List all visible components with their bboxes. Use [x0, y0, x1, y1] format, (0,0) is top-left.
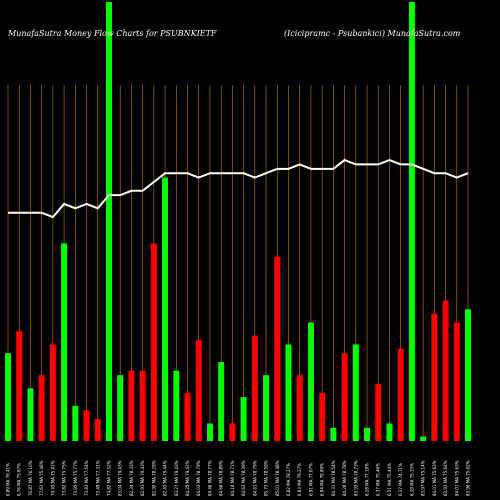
- chart-title-left: MunafaSutra Money Flow Charts for PSUBNK…: [7, 29, 217, 38]
- money-flow-bar: [330, 427, 337, 441]
- money-flow-bar: [206, 423, 213, 441]
- money-flow-bar: [307, 322, 314, 441]
- money-flow-bar: [139, 370, 146, 441]
- x-tick-label: 6.28 MA 77.19%: [365, 463, 370, 496]
- x-tick-label: 83.97 MA 75.14%: [421, 460, 426, 496]
- money-flow-bar: [117, 375, 124, 441]
- money-flow-bar: [263, 375, 270, 441]
- x-tick-label: 6.89 MA 76.41%: [6, 463, 11, 496]
- money-flow-bar: [218, 361, 225, 441]
- money-flow-bar: [453, 322, 460, 441]
- money-flow-bar: [375, 383, 382, 441]
- money-flow-bar: [352, 344, 359, 441]
- money-flow-bar: [162, 177, 169, 441]
- money-flow-bar: [274, 256, 281, 441]
- money-flow-bar: [72, 405, 79, 441]
- chart-title-right: (Icicipramc - Psubankici) MunafaSutra.co…: [284, 29, 461, 38]
- x-tick-label: 84.01 MA 75.63%: [432, 460, 437, 496]
- money-flow-bar: [251, 335, 258, 441]
- x-tick-label: 74.82 MA 77.52%: [106, 460, 111, 496]
- x-tick-label: 73.82 MA 75.75%: [62, 460, 67, 496]
- x-tick-label: 73.83 MA 77.54%: [84, 460, 89, 496]
- money-flow-bar: [83, 410, 90, 441]
- money-flow-bar: [61, 243, 68, 441]
- x-tick-label: 6.37 MA 75.46%: [376, 463, 381, 496]
- x-tick-label: 82.34 MA 78.33%: [129, 460, 134, 496]
- money-flow-bar: [195, 340, 202, 441]
- money-flow-bar: [465, 309, 471, 441]
- money-flow-bar: [296, 375, 303, 441]
- money-flow-bar: [408, 2, 415, 441]
- x-tick-label: 83.93 MA 78.73%: [353, 460, 358, 496]
- x-tick-label: 85.01 MA 78.48%: [275, 460, 280, 496]
- money-flow-bar: [5, 353, 11, 441]
- money-flow-bar: [128, 370, 135, 441]
- x-tick-label: 76.87 MA 76.10%: [28, 460, 33, 496]
- x-tick-label: 84.63 MA 78.39%: [241, 460, 246, 496]
- money-flow-bar: [420, 436, 427, 441]
- x-tick-label: 73.95 MA 75.77%: [73, 460, 78, 496]
- x-tick-label: 6.83 MA 79.27%: [297, 463, 302, 496]
- x-tick-label: 84.66 MA 78.89%: [219, 460, 224, 496]
- money-flow-bar: [386, 423, 393, 441]
- x-tick-label: 77.61 MA 75.46%: [39, 460, 44, 496]
- money-flow-bar: [184, 392, 191, 441]
- money-flow-bar: [150, 243, 157, 441]
- money-flow-bar: [173, 370, 180, 441]
- money-flow-bar: [364, 427, 371, 441]
- x-tick-label: 84.61 MA 78.79%: [252, 460, 257, 496]
- x-tick-label: 85.73 MA 78.59%: [264, 460, 269, 496]
- x-tick-label: 82.90 MA 78.29%: [151, 460, 156, 496]
- money-flow-bar: [285, 344, 292, 441]
- x-tick-label: 6.39 MA 75.15%: [409, 463, 414, 496]
- money-flow-bar: [229, 423, 236, 441]
- money-flow-bar: [431, 313, 438, 441]
- x-tick-label: 6.37 MA 74.71%: [398, 463, 403, 496]
- money-flow-bar: [16, 331, 23, 441]
- x-tick-label: 84.31 MA 78.54%: [331, 460, 336, 496]
- money-flow-bar: [397, 348, 404, 441]
- money-flow-bar: [319, 392, 326, 441]
- x-axis-labels: 6.89 MA 76.41% 6.76 MA 75.87% 76.87 MA 76.…: [6, 460, 471, 496]
- money-flow-line: [8, 158, 469, 219]
- x-tick-label: 84.26 MA 78.78%: [342, 460, 347, 496]
- money-flow-bar: [105, 2, 112, 441]
- x-tick-label: 84.46 MA 78.77%: [207, 460, 212, 496]
- x-tick-label: 83.93 MA 75.64%: [443, 460, 448, 496]
- money-flow-bar: [38, 375, 45, 441]
- x-tick-label: 74.45 MA 75.41%: [50, 460, 55, 496]
- x-tick-label: 73.49 MA 77.31%: [95, 460, 100, 496]
- x-tick-label: 6.91 MA 77.67%: [308, 463, 313, 496]
- x-tick-label: 84.01 MA 75.63%: [454, 460, 459, 496]
- x-tick-label: 82.91 MA 79.43%: [140, 460, 145, 496]
- x-tick-label: 83.27 MA 79.43%: [174, 460, 179, 496]
- money-flow-bars: [5, 2, 471, 441]
- money-flow-bar: [49, 344, 56, 441]
- x-tick-label: 6.82 MA 78.27%: [286, 463, 291, 496]
- money-flow-bar: [341, 353, 348, 441]
- x-tick-label: 83.96 MA 75.62%: [466, 460, 471, 496]
- x-tick-label: 82.43 MA 79.44%: [163, 460, 168, 496]
- x-tick-label: 84.25 MA 79.42%: [185, 460, 190, 496]
- x-tick-label: 6.94 MA 79.89%: [320, 463, 325, 496]
- money-flow-bar: [27, 388, 34, 441]
- money-flow-bar: [442, 300, 449, 441]
- x-tick-label: 6.76 MA 75.87%: [17, 463, 22, 496]
- money-flow-bar: [240, 397, 247, 441]
- x-tick-label: 6.51 MA 75.44%: [387, 463, 392, 496]
- x-tick-label: 84.03 MA 78.79%: [196, 460, 201, 496]
- money-flow-bar: [94, 419, 101, 441]
- x-tick-label: 84.16 MA 78.71%: [230, 460, 235, 496]
- x-tick-label: 83.04 MA 79.43%: [118, 460, 123, 496]
